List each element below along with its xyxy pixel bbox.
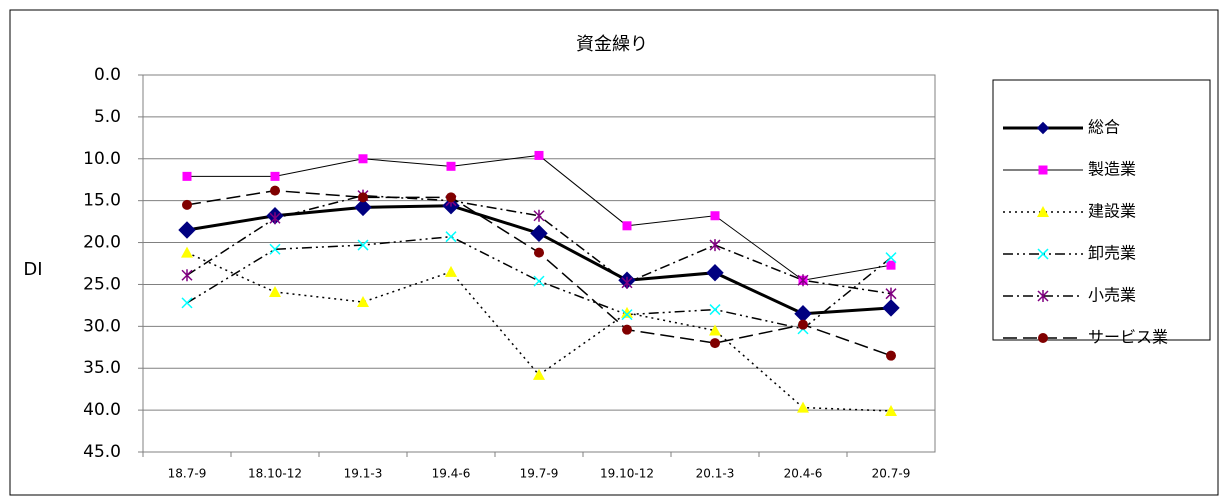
marker	[182, 199, 192, 210]
marker	[181, 297, 193, 309]
marker	[1036, 121, 1050, 135]
marker	[357, 296, 369, 308]
y-tick-label: 35.0	[83, 358, 121, 378]
y-tick-label: 45.0	[83, 442, 121, 462]
x-tick-label: 20.4-6	[784, 467, 823, 481]
marker	[269, 285, 281, 297]
x-tick-label: 18.10-12	[248, 467, 302, 481]
legend-label: 総合	[1088, 118, 1120, 137]
marker	[445, 265, 457, 277]
marker	[885, 287, 897, 300]
x-tick-label: 19.10-12	[600, 467, 654, 481]
marker	[797, 274, 809, 287]
y-tick-label: 40.0	[83, 400, 121, 420]
marker	[1037, 206, 1049, 217]
marker	[534, 150, 544, 160]
marker	[178, 221, 196, 239]
marker	[1037, 248, 1049, 260]
legend-label: 建設業	[1088, 202, 1136, 221]
marker	[354, 198, 372, 217]
marker	[530, 224, 548, 243]
marker	[885, 252, 897, 264]
marker	[533, 209, 545, 222]
y-axis-label: DI	[23, 259, 42, 280]
marker	[622, 324, 632, 335]
x-tick-label: 18.7-9	[168, 467, 207, 481]
marker	[269, 212, 281, 225]
x-tick-label: 19.1-3	[344, 467, 383, 481]
marker	[710, 211, 720, 221]
y-tick-label: 20.0	[83, 233, 121, 253]
x-tick-label: 19.4-6	[432, 467, 471, 481]
marker	[446, 192, 456, 203]
marker	[797, 401, 809, 413]
marker	[358, 192, 368, 203]
legend-label: 製造業	[1088, 160, 1136, 179]
marker	[270, 171, 280, 181]
y-tick-label: 10.0	[83, 149, 121, 169]
y-tick-label: 25.0	[83, 274, 121, 294]
x-tick-label: 20.7-9	[872, 467, 911, 481]
marker	[270, 185, 280, 196]
marker	[181, 246, 193, 258]
marker	[445, 231, 457, 243]
marker	[886, 260, 896, 270]
legend-label: 小売業	[1088, 286, 1136, 305]
series-line	[186, 194, 892, 295]
marker	[621, 306, 633, 318]
y-tick-label: 5.0	[94, 107, 121, 127]
marker	[621, 309, 633, 321]
marker	[882, 299, 900, 317]
marker	[533, 368, 545, 380]
x-tick-label: 19.7-9	[520, 467, 559, 481]
x-tick-label: 20.1-3	[696, 467, 735, 481]
marker	[181, 269, 193, 282]
legend-label: 卸売業	[1088, 244, 1136, 263]
marker	[1038, 165, 1048, 175]
marker	[1037, 290, 1049, 302]
marker	[533, 275, 545, 287]
marker	[357, 239, 369, 251]
marker	[446, 161, 456, 171]
marker	[885, 404, 897, 416]
plot-area	[142, 74, 936, 453]
y-tick-label: 30.0	[83, 316, 121, 336]
marker	[706, 264, 724, 282]
marker	[709, 304, 721, 316]
marker	[621, 276, 633, 289]
marker	[269, 243, 281, 255]
marker	[1038, 333, 1048, 343]
marker	[710, 338, 720, 349]
marker	[798, 319, 808, 330]
marker	[358, 154, 368, 164]
marker	[709, 239, 721, 252]
marker	[534, 247, 544, 258]
y-tick-label: 15.0	[83, 191, 121, 211]
legend-label: サービス業	[1088, 328, 1168, 347]
marker	[182, 171, 192, 181]
marker	[622, 221, 632, 231]
chart-title: 資金繰り	[576, 34, 648, 55]
marker	[886, 350, 896, 361]
y-tick-label: 0.0	[94, 65, 121, 85]
marker	[709, 324, 721, 336]
